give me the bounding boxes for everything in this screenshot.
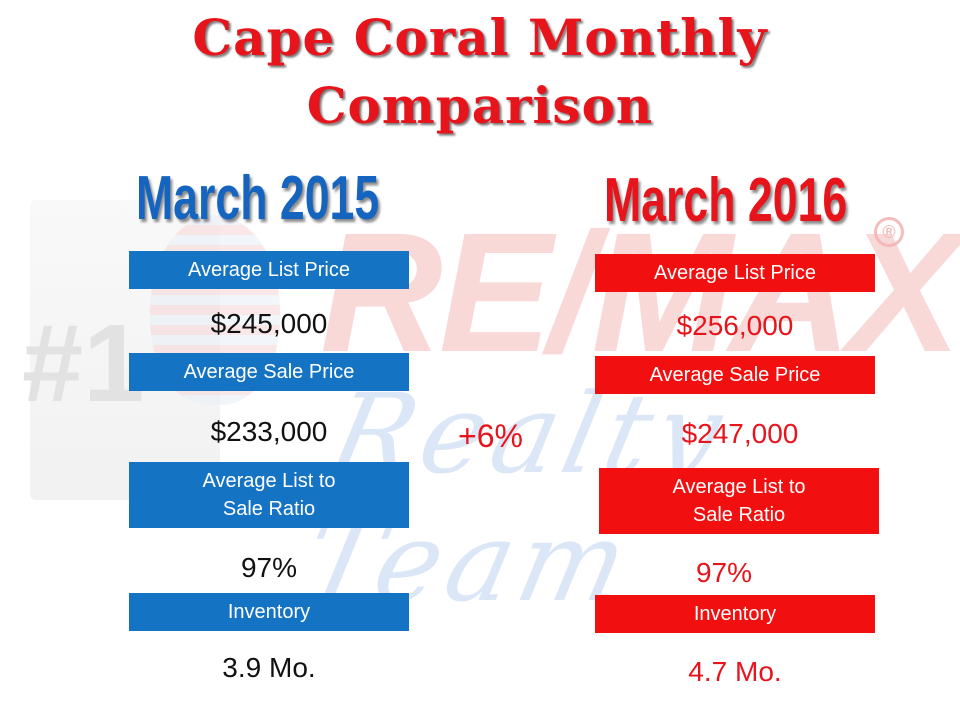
right-ratio-label-line2: Sale Ratio [692, 504, 786, 526]
right-ratio-value: 97% [695, 557, 753, 588]
right-avg-list-value: $256,000 [676, 310, 794, 341]
right-inventory-value: 4.7 Mo. [688, 656, 782, 687]
left-inventory-value: 3.9 Mo. [222, 652, 316, 683]
right-avg-list-label: Average List Price [595, 254, 875, 292]
right-avg-sale-value: $247,000 [681, 418, 799, 449]
left-avg-list-label: Average List Price [129, 251, 409, 289]
right-avg-sale-label: Average Sale Price [595, 356, 875, 394]
left-avg-sale-label: Average Sale Price [129, 353, 409, 391]
right-ratio-label: Average List to Sale Ratio [599, 468, 879, 534]
left-ratio-label: Average List to Sale Ratio [129, 462, 409, 528]
left-inventory-label: Inventory [129, 593, 409, 631]
change-percent: +6% [458, 418, 523, 454]
page-title-line2: Comparison [306, 76, 654, 135]
left-avg-list-value: $245,000 [210, 308, 328, 339]
left-period-heading: March 2015 [136, 164, 380, 233]
left-ratio-label-line1: Average List to [202, 470, 336, 492]
left-ratio-label-line2: Sale Ratio [222, 498, 316, 520]
left-avg-sale-value: $233,000 [210, 416, 328, 447]
right-period-heading: March 2016 [604, 166, 848, 235]
left-ratio-value: 97% [240, 552, 298, 583]
page-title-line1: Cape Coral Monthly [192, 8, 768, 67]
right-inventory-label: Inventory [595, 595, 875, 633]
registered-mark: ® [874, 217, 904, 247]
right-ratio-label-line1: Average List to [672, 476, 806, 498]
watermark-hash-mark: #1 [22, 302, 145, 425]
